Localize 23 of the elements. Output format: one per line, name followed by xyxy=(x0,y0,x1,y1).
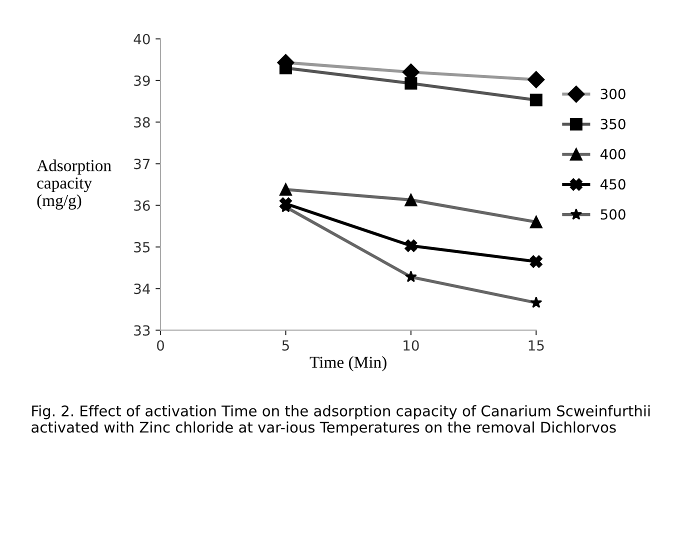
y-tick-label: 38 xyxy=(134,117,150,128)
x-tick-label: 5 xyxy=(282,340,289,351)
legend-label: 450 xyxy=(600,179,626,190)
y-tick-label: 39 xyxy=(134,75,150,86)
y-axis-title: Adsorption capacity (mg/g) xyxy=(36,160,112,210)
legend-label: 350 xyxy=(600,118,626,130)
point xyxy=(404,239,418,252)
y-tick-label: 35 xyxy=(134,242,150,252)
x-tick-label: 0 xyxy=(157,340,164,351)
x-tick-label: 10 xyxy=(404,340,419,351)
legend-label: 500 xyxy=(600,209,626,220)
x-axis-title: Time (Min) xyxy=(310,356,386,372)
point xyxy=(279,197,292,210)
legend-label: 300 xyxy=(600,88,626,100)
y-tick-label: 36 xyxy=(134,200,150,211)
caption: Fig. 2. Effect of activation Time on the adsorption capacity of Canarium Scweinfurthii activated with Zinc chloride at var-ious Temperatures on the removal Dichlorvos xyxy=(32,405,650,436)
legend-label: 400 xyxy=(600,148,626,160)
y-tick-label: 34 xyxy=(134,284,150,294)
x-tick-label: 15 xyxy=(528,340,544,351)
y-tick-label: 40 xyxy=(134,34,150,44)
y-tick-label: 33 xyxy=(134,325,150,336)
point xyxy=(530,255,542,268)
y-tick-label: 37 xyxy=(134,158,150,170)
